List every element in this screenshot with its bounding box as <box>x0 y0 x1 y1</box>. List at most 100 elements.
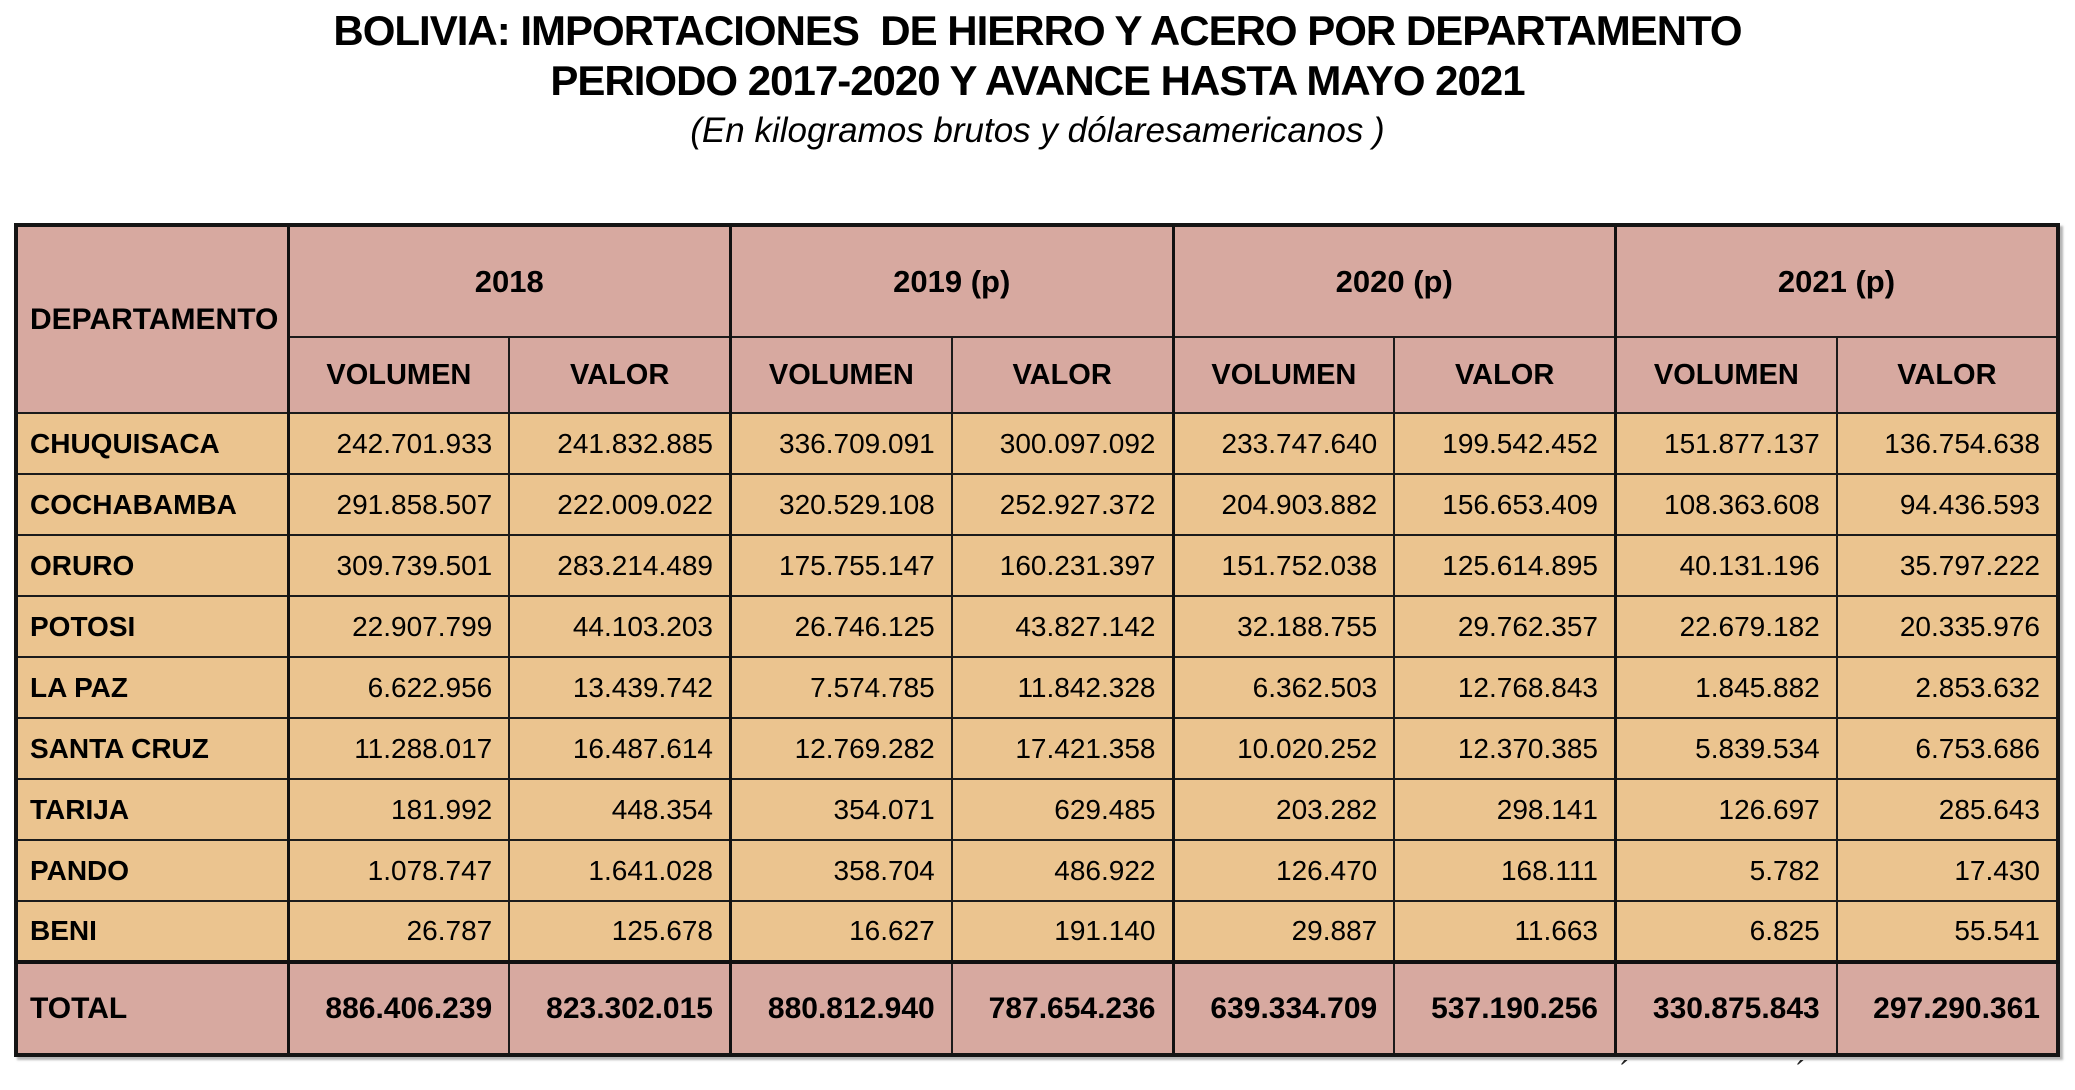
cell-2021-volumen: 1.845.882 <box>1613 656 1838 719</box>
cell-2020-valor: 156.653.409 <box>1393 473 1617 536</box>
subheader-valor-2019: VALOR <box>950 336 1175 414</box>
table-row-chuquisaca: CHUQUISACA 242.701.933 241.832.885 336.7… <box>15 412 2060 475</box>
table-row-beni: BENI 26.787 125.678 16.627 191.140 29.88… <box>15 900 2060 963</box>
cell-2018-valor: 13.439.742 <box>508 656 732 719</box>
cell-2019-valor: 252.927.372 <box>950 473 1175 536</box>
table-row-cochabamba: COCHABAMBA 291.858.507 222.009.022 320.5… <box>15 473 2060 536</box>
cell-2021-valor: 136.754.638 <box>1835 412 2060 475</box>
year-header-2021: 2021 (p) <box>1614 224 2059 338</box>
cell-2019-volumen: 336.709.091 <box>728 412 953 475</box>
cell-2018-valor: 448.354 <box>508 778 732 841</box>
table-row-la-paz: LA PAZ 6.622.956 13.439.742 7.574.785 11… <box>15 656 2060 719</box>
row-label: CHUQUISACA <box>15 412 289 475</box>
cell-2019-volumen: 358.704 <box>728 839 953 902</box>
cell-2020-volumen: 233.747.640 <box>1171 412 1396 475</box>
cell-2020-valor: 125.614.895 <box>1393 534 1617 597</box>
cell-2020-volumen: 203.282 <box>1171 778 1396 841</box>
cell-2018-volumen: 26.787 <box>286 900 511 963</box>
cell-2020-valor: 29.762.357 <box>1393 595 1617 658</box>
imports-table: DEPARTAMENTO 2018 2019 (p) 2020 (p) 2021… <box>14 223 2060 1057</box>
cell-2019-volumen: 26.746.125 <box>728 595 953 658</box>
cell-2020-valor: 199.542.452 <box>1393 412 1617 475</box>
subheader-valor-2021: VALOR <box>1835 336 2060 414</box>
cell-2019-valor: 629.485 <box>950 778 1175 841</box>
cell-2021-valor: 2.853.632 <box>1835 656 2060 719</box>
cell-2018-valor: 1.641.028 <box>508 839 732 902</box>
cell-2018-volumen: 309.739.501 <box>286 534 511 597</box>
title-block: BOLIVIA: IMPORTACIONES DE HIERRO Y ACERO… <box>0 6 2075 154</box>
table-row-tarija: TARIJA 181.992 448.354 354.071 629.485 2… <box>15 778 2060 841</box>
table-row-potosi: POTOSI 22.907.799 44.103.203 26.746.125 … <box>15 595 2060 658</box>
page-subtitle: (En kilogramos brutos y dólaresamericano… <box>690 111 1385 150</box>
cell-2018-valor: 283.214.489 <box>508 534 732 597</box>
cell-2019-valor: 300.097.092 <box>950 412 1175 475</box>
cell-2020-volumen: 126.470 <box>1171 839 1396 902</box>
cell-2018-volumen: 22.907.799 <box>286 595 511 658</box>
cell-2020-volumen: 204.903.882 <box>1171 473 1396 536</box>
cell-2020-valor: 298.141 <box>1393 778 1617 841</box>
table-row-oruro: ORURO 309.739.501 283.214.489 175.755.14… <box>15 534 2060 597</box>
subheader-valor-2020: VALOR <box>1393 336 1617 414</box>
cell-2018-volumen: 291.858.507 <box>286 473 511 536</box>
table-row-pando: PANDO 1.078.747 1.641.028 358.704 486.92… <box>15 839 2060 902</box>
row-label: SANTA CRUZ <box>15 717 289 780</box>
total-2021-valor: 297.290.361 <box>1835 960 2060 1056</box>
subheader-volumen-2021: VOLUMEN <box>1613 336 1838 414</box>
cell-2021-valor: 94.436.593 <box>1835 473 2060 536</box>
cell-2020-volumen: 32.188.755 <box>1171 595 1396 658</box>
cell-2019-volumen: 320.529.108 <box>728 473 953 536</box>
total-2018-valor: 823.302.015 <box>508 960 732 1056</box>
cell-2020-volumen: 6.362.503 <box>1171 656 1396 719</box>
cell-2021-volumen: 40.131.196 <box>1613 534 1838 597</box>
cell-2018-valor: 222.009.022 <box>508 473 732 536</box>
cell-2019-valor: 17.421.358 <box>950 717 1175 780</box>
row-label: BENI <box>15 900 289 963</box>
cell-2021-volumen: 5.782 <box>1613 839 1838 902</box>
total-2020-valor: 537.190.256 <box>1393 960 1617 1056</box>
table-header-years: DEPARTAMENTO 2018 2019 (p) 2020 (p) 2021… <box>15 224 2059 414</box>
cell-2021-valor: 35.797.222 <box>1835 534 2060 597</box>
total-2018-volumen: 886.406.239 <box>286 960 511 1056</box>
cell-2021-volumen: 126.697 <box>1613 778 1838 841</box>
cell-2019-valor: 11.842.328 <box>950 656 1175 719</box>
table-row-total: TOTAL 886.406.239 823.302.015 880.812.94… <box>15 960 2060 1056</box>
year-header-2018: 2018 <box>286 224 732 338</box>
subheader-volumen-2018: VOLUMEN <box>286 336 511 414</box>
table-row-santa-cruz: SANTA CRUZ 11.288.017 16.487.614 12.769.… <box>15 717 2060 780</box>
total-2020-volumen: 639.334.709 <box>1171 960 1396 1056</box>
cell-2020-valor: 12.768.843 <box>1393 656 1617 719</box>
cell-2018-valor: 125.678 <box>508 900 732 963</box>
cell-2019-valor: 160.231.397 <box>950 534 1175 597</box>
row-label: COCHABAMBA <box>15 473 289 536</box>
row-label: ORURO <box>15 534 289 597</box>
cell-2020-volumen: 29.887 <box>1171 900 1396 963</box>
cell-2019-volumen: 7.574.785 <box>728 656 953 719</box>
cell-2018-volumen: 181.992 <box>286 778 511 841</box>
cell-2020-volumen: 151.752.038 <box>1171 534 1396 597</box>
cell-2018-valor: 241.832.885 <box>508 412 732 475</box>
cell-2020-valor: 11.663 <box>1393 900 1617 963</box>
cell-2020-volumen: 10.020.252 <box>1171 717 1396 780</box>
subheader-volumen-2020: VOLUMEN <box>1171 336 1396 414</box>
row-label: TARIJA <box>15 778 289 841</box>
cell-2021-volumen: 5.839.534 <box>1613 717 1838 780</box>
row-label: POTOSI <box>15 595 289 658</box>
cutoff-text-mark: ´ <box>1796 1056 1806 1089</box>
cell-2021-volumen: 6.825 <box>1613 900 1838 963</box>
cell-2019-valor: 191.140 <box>950 900 1175 963</box>
cell-2020-valor: 168.111 <box>1393 839 1617 902</box>
row-label: LA PAZ <box>15 656 289 719</box>
cell-2019-volumen: 175.755.147 <box>728 534 953 597</box>
cell-2019-valor: 43.827.142 <box>950 595 1175 658</box>
total-2019-volumen: 880.812.940 <box>728 960 953 1056</box>
table-header-measures: VOLUMEN VALOR VOLUMEN VALOR VOLUMEN VALO… <box>16 336 2060 414</box>
cell-2021-valor: 20.335.976 <box>1835 595 2060 658</box>
cell-2021-volumen: 22.679.182 <box>1613 595 1838 658</box>
corner-header-departamento: DEPARTAMENTO <box>15 224 289 414</box>
row-label: PANDO <box>15 839 289 902</box>
cell-2018-valor: 44.103.203 <box>508 595 732 658</box>
cell-2018-volumen: 11.288.017 <box>286 717 511 780</box>
cell-2021-volumen: 151.877.137 <box>1613 412 1838 475</box>
cell-2021-valor: 6.753.686 <box>1835 717 2060 780</box>
page-title-line2: PERIODO 2017-2020 Y AVANCE HASTA MAYO 20… <box>550 57 1525 104</box>
